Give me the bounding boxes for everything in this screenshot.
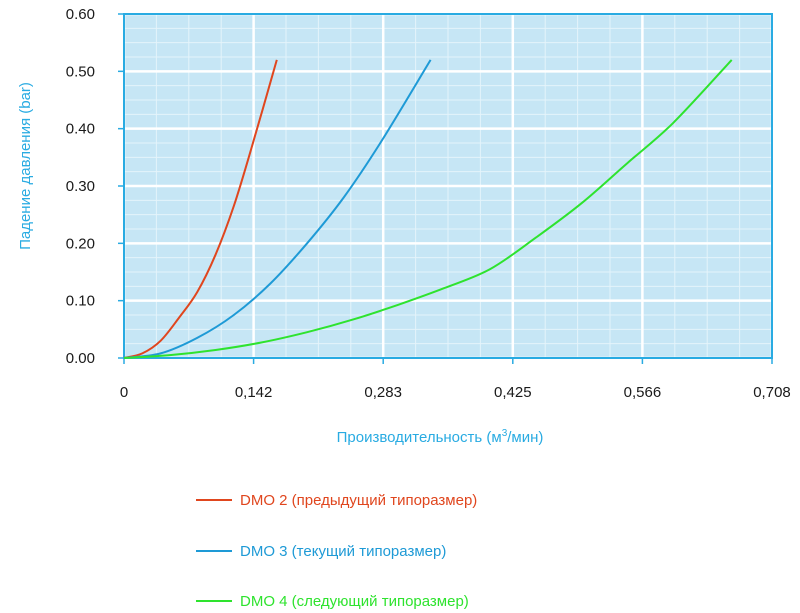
x-tick-label: 0,708	[753, 384, 791, 401]
x-axis-title: Производительность (м3/мин)	[337, 428, 544, 446]
series-line-dmo-2	[123, 59, 278, 359]
x-tick-labels: 0 0,142 0,283 0,425 0,566 0,708	[120, 384, 791, 401]
legend: DMO 2 (предыдущий типоразмер) DMO 3 (теку…	[196, 492, 477, 610]
y-tick-label: 0.60	[66, 6, 95, 23]
y-axis-title: Падение давления (bar)	[17, 82, 34, 250]
axes	[118, 13, 773, 364]
x-axis-title-superscript: 3	[502, 428, 508, 439]
legend-label: DMO 3 (текущий типоразмер)	[240, 543, 446, 560]
grid	[122, 12, 774, 360]
series-line-dmo-4	[123, 59, 733, 359]
y-tick-label: 0.40	[66, 121, 95, 138]
y-tick-label: 0.50	[66, 63, 95, 80]
legend-label: DMO 4 (следующий типоразмер)	[240, 593, 469, 610]
series-line-dmo-3	[123, 59, 432, 359]
legend-label: DMO 2 (предыдущий типоразмер)	[240, 492, 477, 509]
y-tick-labels: 0.00 0.10 0.20 0.30 0.40 0.50 0.60	[66, 6, 95, 367]
y-tick-label: 0.00	[66, 350, 95, 367]
x-tick-label: 0,142	[235, 384, 273, 401]
y-tick-label: 0.20	[66, 235, 95, 252]
x-tick-label: 0,566	[624, 384, 662, 401]
y-tick-label: 0.10	[66, 293, 95, 310]
x-axis-title-main: Производительность (м	[337, 429, 502, 446]
x-tick-label: 0,425	[494, 384, 532, 401]
x-axis-title-end: /мин)	[507, 429, 543, 446]
x-tick-label: 0	[120, 384, 128, 401]
series-lines	[123, 59, 733, 359]
x-tick-label: 0,283	[364, 384, 402, 401]
y-tick-label: 0.30	[66, 178, 95, 195]
